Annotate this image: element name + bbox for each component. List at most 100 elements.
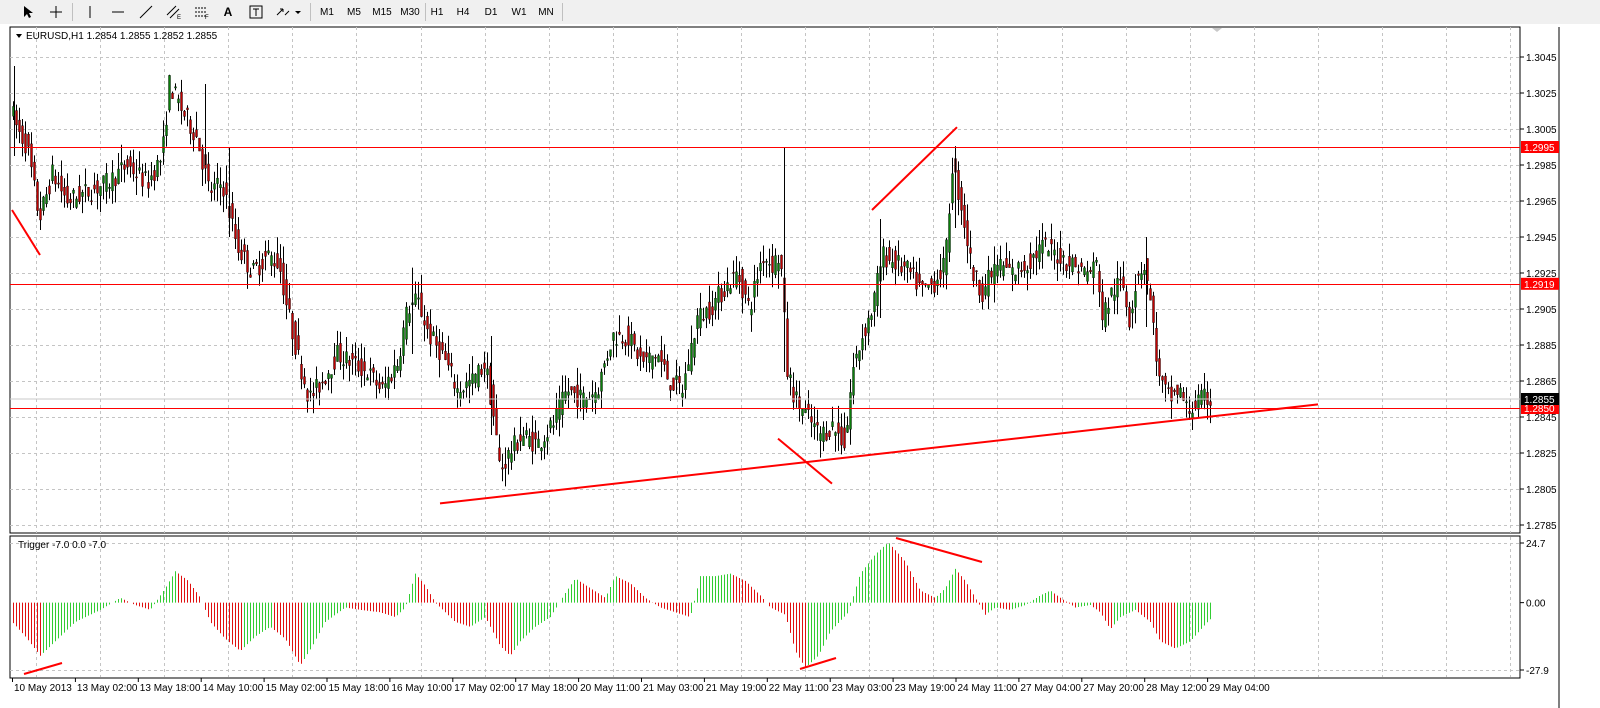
bull-candle [387, 376, 390, 389]
period-m1-button[interactable]: M1 [320, 6, 334, 18]
bear-candle [234, 224, 237, 240]
bull-candle [1017, 262, 1020, 269]
time-tick-label: 24 May 11:00 [958, 683, 1018, 694]
bear-candle [501, 467, 504, 470]
bear-candle [1155, 327, 1158, 362]
period-m5-button[interactable]: M5 [347, 6, 361, 18]
bull-candle [159, 160, 162, 163]
horizontal-line-tool-button[interactable] [108, 2, 128, 22]
bear-candle [261, 258, 264, 270]
indicator-tick-label: -27.9 [1526, 666, 1549, 677]
indicator-label: Trigger -7.0 0.0 -7.0 [18, 540, 106, 551]
horizontal-lines[interactable] [10, 147, 1520, 409]
bear-candle [663, 359, 666, 365]
bear-candle [243, 244, 246, 252]
bull-candle [693, 338, 696, 358]
bull-candle [99, 186, 102, 196]
bull-candle [582, 392, 585, 408]
bear-candle [840, 426, 843, 446]
bull-candle [1134, 291, 1137, 308]
bear-candle [90, 200, 93, 202]
bear-candle [642, 351, 645, 362]
bear-candle [264, 250, 267, 257]
vertical-line-tool-button[interactable] [80, 2, 100, 22]
bull-candle [729, 288, 732, 294]
bear-candle [1065, 264, 1068, 272]
bull-candle [270, 255, 273, 266]
time-tick-label: 13 May 02:00 [77, 683, 138, 694]
cursor-arrow-icon [24, 6, 33, 18]
bear-candle [885, 255, 888, 268]
price-level-tag-label: 1.2919 [1524, 280, 1555, 291]
fibonacci-tool-button[interactable]: F [192, 2, 212, 22]
bear-candle [453, 381, 456, 389]
price-level-tag-label: 1.2850 [1524, 404, 1555, 415]
period-w1-button[interactable]: W1 [511, 6, 527, 18]
bull-candle [630, 333, 633, 347]
trendlines[interactable] [11, 126, 1319, 505]
bull-candle [615, 344, 618, 346]
bull-candle [870, 315, 873, 320]
bear-candle [1173, 389, 1176, 392]
text-tool-button[interactable]: A [223, 5, 233, 19]
bear-candle [1188, 411, 1191, 414]
bear-candle [654, 357, 657, 359]
bear-candle [348, 360, 351, 366]
bear-candle [189, 119, 192, 134]
text-label-tool-button[interactable] [246, 2, 266, 22]
bear-candle [321, 381, 324, 384]
period-m30-button[interactable]: M30 [400, 6, 420, 18]
time-tick-label: 10 May 2013 [14, 683, 72, 694]
indicator-trendline [23, 662, 63, 675]
bear-candle [1059, 248, 1062, 264]
bear-candle [306, 389, 309, 402]
chart-menu-triangle-icon[interactable] [16, 34, 22, 38]
bull-candle [468, 379, 471, 387]
bear-candle [354, 355, 357, 359]
bear-candle [96, 180, 99, 194]
bull-candle [162, 136, 165, 153]
bull-candle [156, 159, 159, 178]
bull-candle [714, 298, 717, 311]
period-mn-button[interactable]: MN [538, 6, 554, 18]
bear-candle [423, 320, 426, 326]
bear-candle [291, 313, 294, 340]
indicator-trendline [895, 537, 983, 563]
period-h1-button[interactable]: H1 [430, 6, 444, 18]
time-tick-label: 23 May 19:00 [895, 683, 956, 694]
period-m15-button[interactable]: M15 [372, 6, 392, 18]
bear-candle [372, 367, 375, 373]
bear-candle [933, 281, 936, 293]
arrows-tool-button[interactable] [274, 2, 302, 22]
bull-candle [1197, 394, 1200, 410]
bear-candle [420, 292, 423, 317]
bear-candle [201, 148, 204, 170]
crosshair-tool-button[interactable] [46, 2, 66, 22]
cursor-tool-button[interactable] [18, 2, 38, 22]
bear-candle [624, 342, 627, 347]
bull-candle [165, 124, 168, 137]
bull-candle [549, 420, 552, 429]
period-h4-button[interactable]: H4 [456, 6, 470, 18]
bull-candle [993, 264, 996, 285]
bear-candle [576, 384, 579, 407]
trendline-tool-button[interactable] [136, 2, 156, 22]
bear-candle [678, 376, 681, 384]
bull-candle [150, 175, 153, 181]
bull-candle [1203, 388, 1206, 401]
bull-candle [309, 390, 312, 393]
bull-candle [756, 279, 759, 284]
indicator-trendlines[interactable] [23, 537, 983, 675]
bear-candle [1023, 261, 1026, 271]
period-d1-button[interactable]: D1 [484, 6, 498, 18]
bear-candle [1050, 239, 1053, 245]
bear-candle [660, 350, 663, 362]
bull-candle [465, 381, 468, 389]
bear-candle [93, 184, 96, 190]
bull-candle [906, 260, 909, 268]
bull-candle [1140, 273, 1143, 280]
bull-candle [1014, 274, 1017, 282]
equidistant-channel-tool-button[interactable]: E [164, 2, 184, 22]
chart-canvas[interactable]: 1.3045 1.3025 1.3005 1.2985 1.2965 1.2945 1.29… [0, 24, 1600, 708]
bear-candle [279, 258, 282, 272]
